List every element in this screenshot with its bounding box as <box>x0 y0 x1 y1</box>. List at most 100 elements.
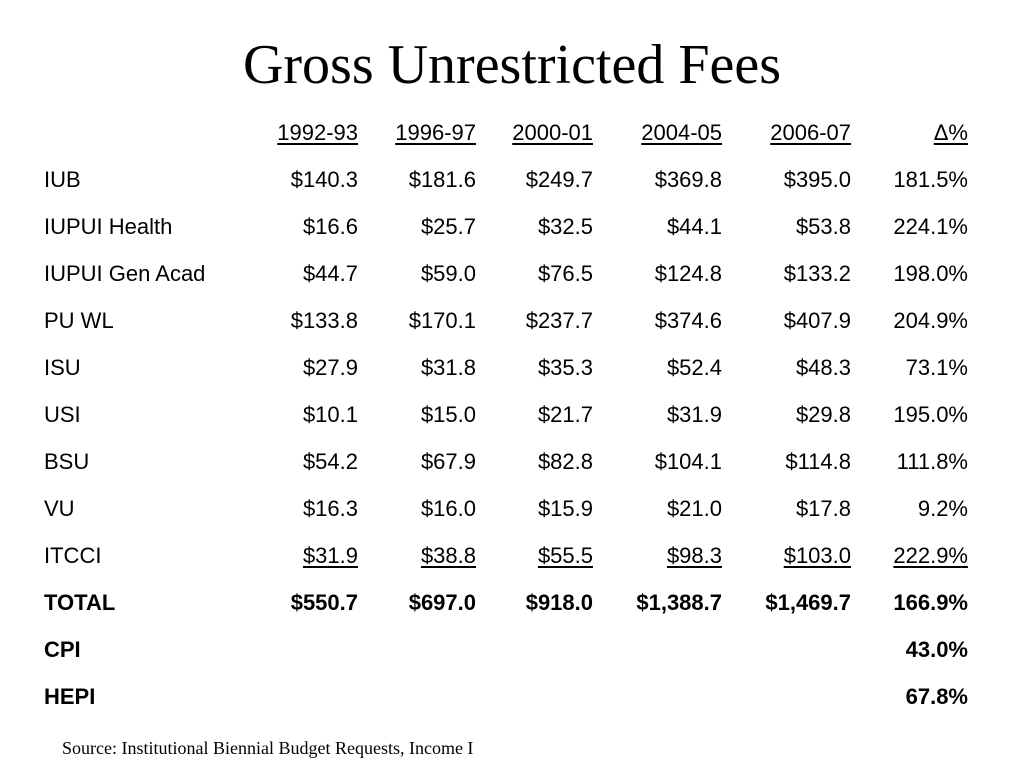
header-cell: 1992-93 <box>251 109 358 156</box>
row-label: VU <box>44 495 75 521</box>
table-cell: 111.8% <box>896 448 968 474</box>
row-label: IUPUI Gen Acad <box>44 260 206 286</box>
table-cell: $124.8 <box>654 260 722 286</box>
row-label: USI <box>44 401 81 427</box>
table-cell: 166.9% <box>893 589 968 615</box>
table-cell: $55.5 <box>476 532 593 579</box>
table-row: IUPUI Gen Acad $44.7 $59.0 $76.5 $124.8 … <box>40 250 968 297</box>
table-cell: $31.8 <box>420 354 476 380</box>
table-cell: $53.8 <box>795 213 851 239</box>
table-cell: $407.9 <box>783 307 851 333</box>
table-cell: $31.9 <box>251 532 358 579</box>
table-cell: 9.2% <box>917 495 968 521</box>
cell-value: 222.9% <box>893 542 968 568</box>
table-cell: $249.7 <box>525 166 593 192</box>
table-cell: 73.1% <box>905 354 968 380</box>
cell-value: $38.8 <box>420 542 476 568</box>
table-cell: $38.8 <box>358 532 476 579</box>
table-cell: $17.8 <box>795 495 851 521</box>
cell-value: $55.5 <box>537 542 593 568</box>
row-label: ISU <box>44 354 81 380</box>
header-cell: 1996-97 <box>358 109 476 156</box>
table-cell: 204.9% <box>893 307 968 333</box>
table-row: ISU $27.9 $31.8 $35.3 $52.4 $48.3 73.1% <box>40 344 968 391</box>
source-note: Source: Institutional Biennial Budget Re… <box>62 738 474 758</box>
row-label: IUB <box>44 166 81 192</box>
table-row: PU WL $133.8 $170.1 $237.7 $374.6 $407.9… <box>40 297 968 344</box>
table-cell: $35.3 <box>537 354 593 380</box>
table-cell: $237.7 <box>525 307 593 333</box>
table-cell: $27.9 <box>302 354 358 380</box>
table-row: BSU $54.2 $67.9 $82.8 $104.1 $114.8 111.… <box>40 438 968 485</box>
row-label: IUPUI Health <box>44 213 173 239</box>
table-row: IUB $140.3 $181.6 $249.7 $369.8 $395.0 1… <box>40 156 968 203</box>
header-blank <box>40 109 251 156</box>
row-label: ITCCI <box>44 542 102 568</box>
table-cell: 224.1% <box>893 213 968 239</box>
table-cell: $44.1 <box>666 213 722 239</box>
header-row: 1992-93 1996-97 2000-01 2004-05 2006-07 … <box>40 109 968 156</box>
table-cell: $918.0 <box>525 589 593 615</box>
hepi-row: HEPI 67.8% <box>40 673 968 720</box>
table-cell: $395.0 <box>783 166 851 192</box>
table-cell: $98.3 <box>593 532 722 579</box>
table-cell: $16.0 <box>420 495 476 521</box>
table-cell: $170.1 <box>408 307 476 333</box>
cpi-row: CPI 43.0% <box>40 626 968 673</box>
header-cell: Δ% <box>851 109 968 156</box>
table-cell: $10.1 <box>302 401 358 427</box>
table-cell: $54.2 <box>302 448 358 474</box>
header-label: 1992-93 <box>277 119 358 145</box>
table-cell: $32.5 <box>537 213 593 239</box>
row-label: BSU <box>44 448 90 474</box>
table-cell: $16.6 <box>302 213 358 239</box>
header-label: 2000-01 <box>512 119 593 145</box>
table-cell: $82.8 <box>537 448 593 474</box>
row-label: HEPI <box>44 683 96 709</box>
table-cell: 222.9% <box>851 532 968 579</box>
cell-value: $103.0 <box>783 542 851 568</box>
header-cell: 2006-07 <box>722 109 851 156</box>
table-cell: $15.9 <box>537 495 593 521</box>
table-cell: $140.3 <box>290 166 358 192</box>
table-cell: $550.7 <box>290 589 358 615</box>
table-cell: $44.7 <box>302 260 358 286</box>
table-cell: $67.9 <box>420 448 476 474</box>
table-row: VU $16.3 $16.0 $15.9 $21.0 $17.8 9.2% <box>40 485 968 532</box>
table-cell: 67.8% <box>905 683 968 709</box>
cell-value: $98.3 <box>666 542 722 568</box>
table-cell: $133.2 <box>783 260 851 286</box>
table-cell: $114.8 <box>785 448 851 474</box>
table-cell: $1,388.7 <box>636 589 722 615</box>
header-label: 2004-05 <box>641 119 722 145</box>
table-row: ITCCI $31.9 $38.8 $55.5 $98.3 $103.0 222… <box>40 532 968 579</box>
fees-table: 1992-93 1996-97 2000-01 2004-05 2006-07 … <box>40 109 968 720</box>
header-cell: 2004-05 <box>593 109 722 156</box>
header-cell: 2000-01 <box>476 109 593 156</box>
header-label: 1996-97 <box>395 119 476 145</box>
table-cell: $52.4 <box>666 354 722 380</box>
total-row: TOTAL $550.7 $697.0 $918.0 $1,388.7 $1,4… <box>40 579 968 626</box>
header-label: Δ% <box>933 119 968 145</box>
table-cell: 181.5% <box>893 166 968 192</box>
row-label: TOTAL <box>44 589 116 615</box>
table-cell: $76.5 <box>537 260 593 286</box>
table-row: USI $10.1 $15.0 $21.7 $31.9 $29.8 195.0% <box>40 391 968 438</box>
table-cell: $15.0 <box>420 401 476 427</box>
row-label: CPI <box>44 636 81 662</box>
table-cell: $133.8 <box>290 307 358 333</box>
row-label: PU WL <box>44 307 114 333</box>
table-cell: $181.6 <box>408 166 476 192</box>
table-cell: $369.8 <box>654 166 722 192</box>
table-row: IUPUI Health $16.6 $25.7 $32.5 $44.1 $53… <box>40 203 968 250</box>
header-label: 2006-07 <box>770 119 851 145</box>
table-cell: $29.8 <box>795 401 851 427</box>
table-cell: 43.0% <box>905 636 968 662</box>
table-cell: $16.3 <box>302 495 358 521</box>
table-cell: $31.9 <box>666 401 722 427</box>
table-cell: $21.7 <box>537 401 593 427</box>
table-cell: $103.0 <box>722 532 851 579</box>
table-cell: 195.0% <box>893 401 968 427</box>
cell-value: $31.9 <box>302 542 358 568</box>
table-cell: $697.0 <box>408 589 476 615</box>
